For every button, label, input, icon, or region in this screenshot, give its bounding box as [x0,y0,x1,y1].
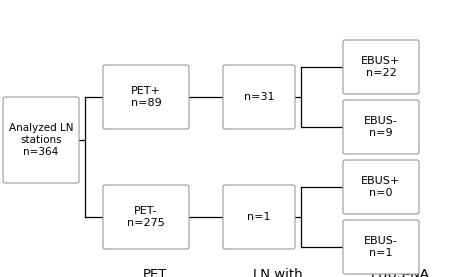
Text: PET+
n=89: PET+ n=89 [131,86,162,108]
FancyBboxPatch shape [343,160,419,214]
FancyBboxPatch shape [223,65,295,129]
FancyBboxPatch shape [223,185,295,249]
Text: n=31: n=31 [244,92,274,102]
FancyBboxPatch shape [103,185,189,249]
Text: EBUS+
n=22: EBUS+ n=22 [361,56,401,78]
FancyBboxPatch shape [343,100,419,154]
Text: EBUS-
n=1: EBUS- n=1 [364,236,398,258]
Text: PET-
n=275: PET- n=275 [127,206,165,228]
Text: n=1: n=1 [247,212,271,222]
Text: LN with
EBUS-NA
(n=37*): LN with EBUS-NA (n=37*) [248,268,307,277]
Text: Analyzed LN
stations
n=364: Analyzed LN stations n=364 [9,123,73,157]
FancyBboxPatch shape [343,220,419,274]
Text: PET: PET [143,268,167,277]
FancyBboxPatch shape [103,65,189,129]
Text: EBUS-NA: EBUS-NA [370,268,430,277]
FancyBboxPatch shape [3,97,79,183]
Text: EBUS-
n=9: EBUS- n=9 [364,116,398,138]
FancyBboxPatch shape [343,40,419,94]
Text: EBUS+
n=0: EBUS+ n=0 [361,176,401,198]
